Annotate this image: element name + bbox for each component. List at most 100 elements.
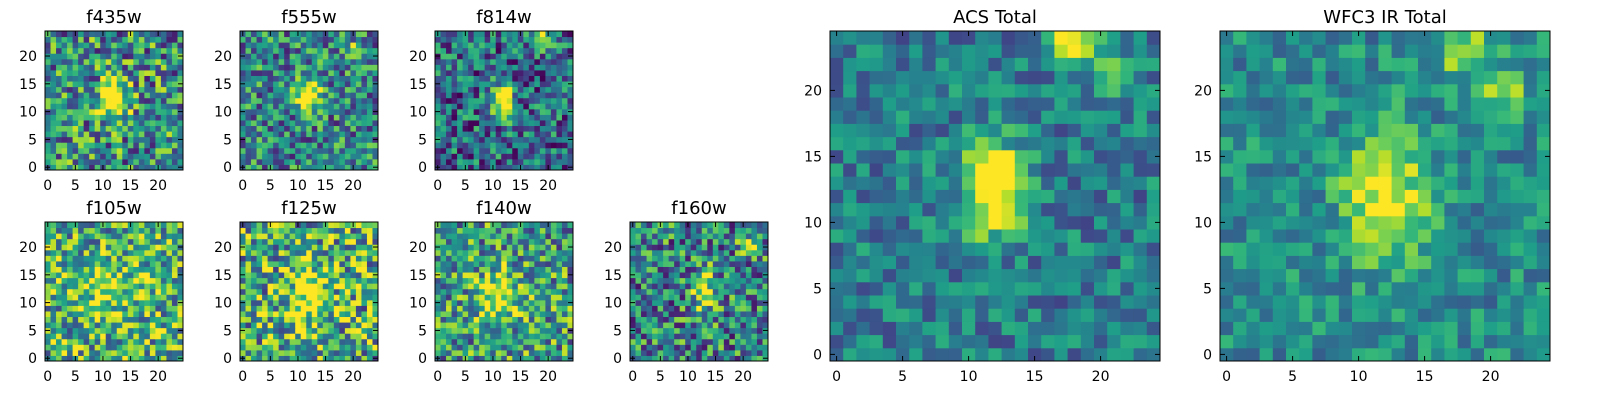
heatmap-cell	[473, 260, 480, 267]
heatmap-cell	[517, 86, 524, 93]
heatmap-cell	[56, 305, 63, 312]
heatmap-cell	[1054, 268, 1069, 283]
heatmap-cell	[333, 277, 340, 284]
heatmap-cell	[160, 119, 167, 127]
heatmap-cell	[149, 238, 156, 245]
heatmap-cell	[1041, 308, 1055, 322]
heatmap-cell	[339, 283, 346, 290]
heatmap-cell	[273, 108, 280, 115]
heatmap-cell	[523, 310, 530, 318]
heatmap-cell	[635, 266, 642, 273]
heatmap-cell	[468, 64, 475, 71]
heatmap-cell	[116, 233, 123, 240]
heatmap-cell	[462, 277, 469, 284]
heatmap-cell	[50, 42, 57, 49]
heatmap-cell	[300, 31, 307, 38]
heatmap-cell	[127, 227, 134, 234]
heatmap-cell	[539, 75, 546, 82]
heatmap-cell	[479, 131, 486, 138]
heatmap-cell	[344, 75, 351, 82]
heatmap-cell	[78, 81, 85, 88]
x-tick-label: 0	[238, 178, 247, 194]
heatmap-cell	[56, 147, 63, 154]
heatmap-cell	[105, 283, 112, 290]
heatmap-cell	[251, 294, 258, 301]
heatmap-cell	[517, 158, 524, 165]
heatmap-cell	[734, 305, 741, 312]
heatmap-cell	[322, 58, 329, 65]
heatmap-cell	[690, 294, 697, 301]
heatmap-cell	[322, 255, 329, 262]
heatmap-cell	[1014, 281, 1029, 296]
heatmap-cell	[116, 272, 123, 279]
heatmap-cell	[89, 42, 96, 49]
heatmap-cell	[484, 31, 491, 38]
heatmap-cell	[440, 244, 447, 251]
heatmap-cell	[138, 153, 145, 160]
heatmap-cell	[160, 158, 167, 165]
heatmap-cell	[1107, 334, 1121, 349]
heatmap-cell	[262, 266, 269, 273]
heatmap-cell	[539, 249, 546, 256]
heatmap-cell	[512, 233, 519, 240]
heatmap-cell	[701, 249, 708, 256]
heatmap-cell	[1041, 281, 1055, 296]
heatmap-cell	[646, 272, 653, 279]
heatmap-cell	[479, 64, 486, 71]
heatmap-cell	[50, 92, 57, 99]
heatmap-cell	[635, 322, 642, 329]
heatmap-cell	[490, 288, 497, 295]
heatmap-cell	[339, 338, 346, 345]
heatmap-cell	[251, 272, 258, 279]
heatmap-cell	[512, 260, 519, 267]
heatmap-cell	[506, 299, 513, 306]
heatmap-cell	[273, 260, 280, 267]
heatmap-cell	[289, 344, 296, 351]
heatmap-cell	[740, 294, 747, 301]
heatmap-cell	[78, 260, 85, 267]
heatmap-cell	[278, 355, 285, 362]
heatmap-cell	[539, 31, 546, 38]
heatmap-cell	[56, 58, 63, 65]
heatmap-cell	[372, 58, 379, 65]
heatmap-cell	[539, 92, 546, 99]
heatmap-cell	[479, 114, 486, 121]
heatmap-cell	[668, 310, 675, 318]
heatmap-cell	[322, 316, 329, 323]
heatmap-cell	[311, 153, 318, 160]
heatmap-cell	[856, 281, 871, 296]
heatmap-cell	[473, 103, 480, 110]
heatmap-cell	[94, 42, 101, 49]
heatmap-cell	[278, 349, 285, 356]
heatmap-cell	[490, 36, 497, 43]
heatmap-cell	[361, 260, 368, 267]
heatmap-cell	[882, 255, 897, 270]
heatmap-cell	[556, 305, 563, 312]
heatmap-cell	[105, 119, 112, 127]
heatmap-cell	[751, 299, 758, 306]
heatmap-cell	[127, 86, 134, 93]
heatmap-cell	[245, 344, 252, 351]
heatmap-cell	[50, 310, 57, 318]
heatmap-cell	[105, 288, 112, 295]
heatmap-cell	[56, 316, 63, 323]
heatmap-cell	[300, 69, 307, 76]
heatmap-cell	[67, 294, 74, 301]
heatmap-cell	[344, 266, 351, 273]
heatmap-cell	[105, 147, 112, 154]
heatmap-cell	[561, 338, 568, 345]
heatmap-cell	[657, 327, 664, 334]
heatmap-cell	[745, 222, 752, 229]
heatmap-cell	[435, 310, 442, 318]
heatmap-cell	[468, 164, 475, 171]
heatmap-cell	[556, 283, 563, 290]
heatmap-cell	[962, 255, 976, 270]
heatmap-cell	[300, 349, 307, 356]
heatmap-cell	[339, 86, 346, 93]
axes-frame	[629, 221, 769, 362]
heatmap-cell	[495, 75, 502, 82]
heatmap-cell	[133, 119, 140, 127]
heatmap-cell	[473, 81, 480, 88]
heatmap-cell	[975, 347, 989, 362]
heatmap-cell	[484, 238, 491, 245]
